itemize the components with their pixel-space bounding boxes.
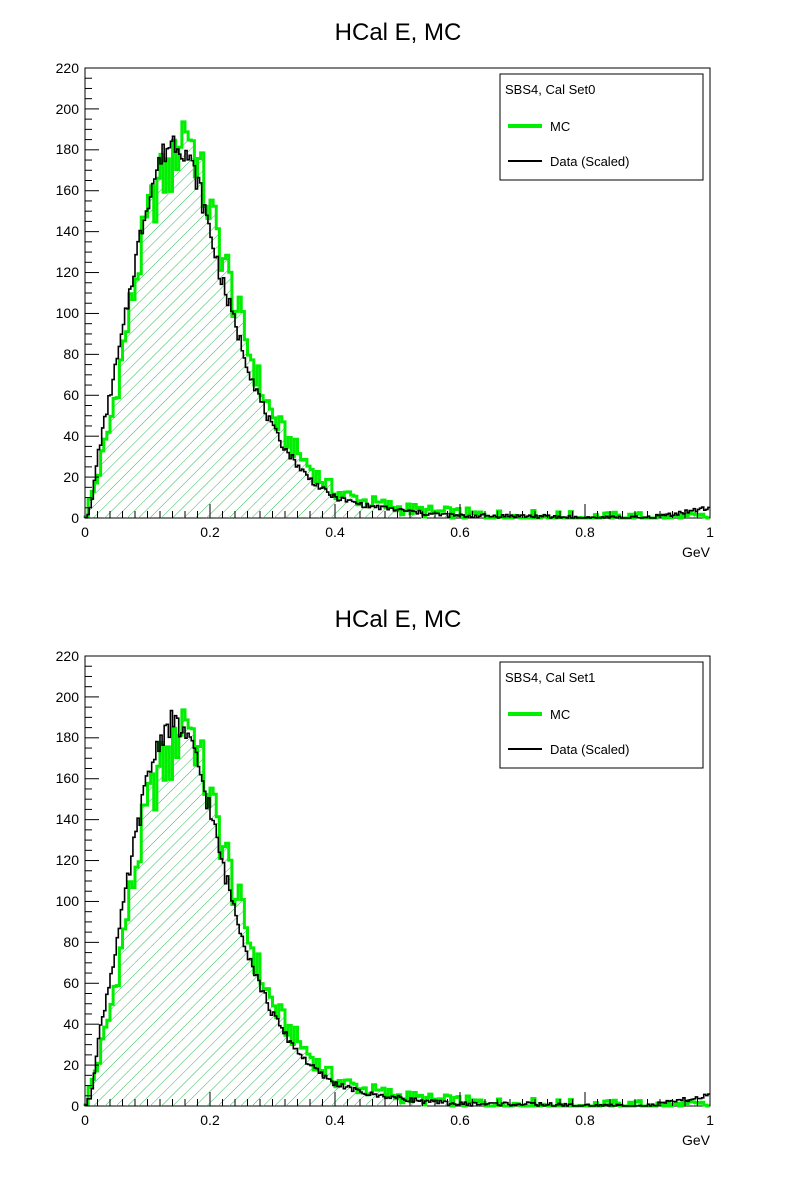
x-tick-label: 1 bbox=[706, 524, 714, 540]
x-tick-label: 0.4 bbox=[325, 1112, 345, 1128]
y-tick-label: 100 bbox=[56, 305, 80, 321]
chart-title-1: HCal E, MC bbox=[335, 606, 462, 633]
y-tick-label: 0 bbox=[71, 510, 79, 526]
y-tick-label: 200 bbox=[56, 689, 80, 705]
y-ticks-1 bbox=[85, 655, 99, 1107]
y-tick-label: 180 bbox=[56, 141, 80, 157]
x-axis-label-0: GeV bbox=[682, 544, 711, 560]
chart-panel-0: HCal E, MC 0 20 40 60 80 100 120 140 160… bbox=[56, 19, 714, 560]
legend-label-mc-0: MC bbox=[550, 119, 570, 134]
y-tick-label: 80 bbox=[63, 934, 79, 950]
legend-label-mc-1: MC bbox=[550, 707, 570, 722]
x-tick-label: 0.8 bbox=[575, 524, 595, 540]
y-tick-label: 120 bbox=[56, 852, 80, 868]
x-tick-label: 0.6 bbox=[450, 1112, 470, 1128]
x-tick-label: 1 bbox=[706, 1112, 714, 1128]
y-tick-label: 140 bbox=[56, 223, 80, 239]
mc-hatch-fill-1 bbox=[85, 709, 710, 1106]
chart-title-0: HCal E, MC bbox=[335, 19, 462, 46]
legend-0: SBS4, Cal Set0 MC Data (Scaled) bbox=[499, 73, 704, 181]
mc-hatch-fill-0 bbox=[85, 121, 710, 518]
chart-panel-1: HCal E, MC 0 20 40 60 80 100 120 140 160… bbox=[56, 606, 714, 1148]
y-tick-label: 160 bbox=[56, 182, 80, 198]
y-tick-label: 220 bbox=[56, 648, 80, 664]
legend-label-data-0: Data (Scaled) bbox=[550, 154, 629, 169]
legend-header-0: SBS4, Cal Set0 bbox=[505, 82, 595, 97]
y-tick-label: 60 bbox=[63, 387, 79, 403]
x-axis-1: 0 0.2 0.4 0.6 0.8 1 GeV bbox=[81, 1092, 714, 1148]
y-tick-label: 140 bbox=[56, 811, 80, 827]
x-tick-label: 0.8 bbox=[575, 1112, 595, 1128]
y-ticks-0 bbox=[85, 67, 99, 519]
legend-header-1: SBS4, Cal Set1 bbox=[505, 670, 595, 685]
y-tick-label: 220 bbox=[56, 60, 80, 76]
y-tick-label: 180 bbox=[56, 729, 80, 745]
y-tick-label: 80 bbox=[63, 346, 79, 362]
y-tick-label: 100 bbox=[56, 893, 80, 909]
x-axis-label-1: GeV bbox=[682, 1132, 711, 1148]
x-tick-label: 0.6 bbox=[450, 524, 470, 540]
legend-1: SBS4, Cal Set1 MC Data (Scaled) bbox=[499, 661, 704, 769]
y-tick-label: 40 bbox=[63, 1016, 79, 1032]
mc-series-line-1 bbox=[83, 708, 710, 1108]
y-tick-label: 0 bbox=[71, 1098, 79, 1114]
x-tick-label: 0 bbox=[81, 1112, 89, 1128]
x-tick-label: 0.4 bbox=[325, 524, 345, 540]
y-axis-0: 0 20 40 60 80 100 120 140 160 180 200 22… bbox=[56, 60, 99, 526]
y-axis-1: 0 20 40 60 80 100 120 140 160 180 200 22… bbox=[56, 648, 99, 1114]
y-tick-label: 120 bbox=[56, 264, 80, 280]
x-ticks-0 bbox=[84, 504, 711, 518]
x-axis-0: 0 0.2 0.4 0.6 0.8 1 GeV bbox=[81, 504, 714, 560]
y-tick-label: 20 bbox=[63, 1057, 79, 1073]
y-tick-label: 40 bbox=[63, 428, 79, 444]
x-tick-label: 0.2 bbox=[200, 1112, 220, 1128]
legend-label-data-1: Data (Scaled) bbox=[550, 742, 629, 757]
y-tick-label: 20 bbox=[63, 469, 79, 485]
data-series-line-0 bbox=[84, 135, 710, 519]
x-tick-label: 0.2 bbox=[200, 524, 220, 540]
y-tick-label: 200 bbox=[56, 101, 80, 117]
x-ticks-1 bbox=[84, 1092, 711, 1106]
y-tick-label: 60 bbox=[63, 975, 79, 991]
x-tick-label: 0 bbox=[81, 524, 89, 540]
y-tick-label: 160 bbox=[56, 770, 80, 786]
